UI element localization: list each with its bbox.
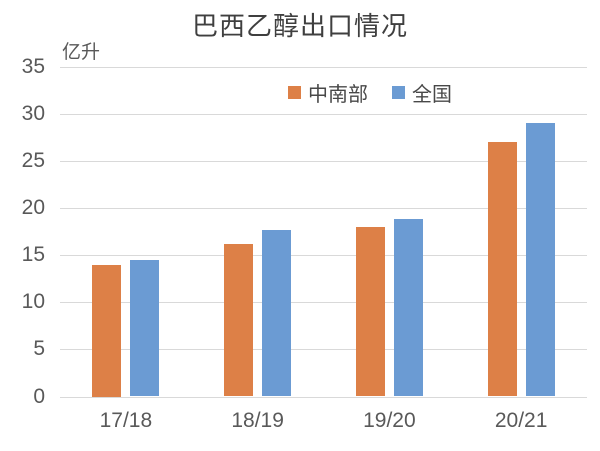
x-axis-tick-label: 18/19 — [231, 409, 284, 432]
legend-swatch-national-icon — [392, 86, 405, 99]
legend-item-national: 全国 — [392, 78, 452, 107]
bar-series0-20-21 — [487, 141, 517, 397]
legend: 中南部 全国 — [288, 78, 452, 107]
gridline — [60, 66, 587, 68]
gridline — [60, 207, 587, 209]
legend-label-national: 全国 — [412, 84, 452, 106]
legend-swatch-central-south-icon — [288, 86, 301, 99]
gridline — [60, 160, 587, 162]
gridline — [60, 113, 587, 115]
y-axis-tick-label: 0 — [33, 384, 45, 408]
bar-series1-19-20 — [393, 219, 423, 397]
gridline — [60, 255, 587, 257]
bar-series1-20-21 — [525, 123, 555, 397]
y-axis-tick-label: 5 — [33, 337, 45, 361]
x-axis-tick-label: 17/18 — [99, 409, 153, 432]
bar-series1-18-19 — [262, 229, 292, 397]
gridline — [60, 302, 587, 304]
y-axis-tick-label: 15 — [21, 243, 45, 267]
y-axis-tick-label: 10 — [21, 290, 45, 314]
bar-series0-17-18 — [92, 264, 122, 397]
chart-title: 巴西乙醇出口情况 — [191, 12, 408, 41]
bar-series1-17-18 — [130, 259, 160, 397]
legend-label-central-south: 中南部 — [308, 84, 368, 106]
y-axis-unit-label: 亿升 — [62, 42, 101, 63]
y-axis-tick-label: 25 — [21, 148, 45, 172]
x-axis-tick-label: 20/21 — [494, 409, 548, 432]
legend-item-central-south: 中南部 — [288, 78, 368, 107]
bar-series0-19-20 — [355, 226, 385, 397]
gridline — [60, 349, 587, 351]
y-axis-tick-label: 20 — [21, 195, 45, 219]
bar-series0-18-19 — [224, 243, 254, 397]
x-axis-tick-label: 19/20 — [363, 409, 416, 432]
gridline — [60, 396, 587, 398]
y-axis-tick-label: 30 — [21, 101, 45, 125]
y-axis-tick-label: 35 — [21, 54, 45, 78]
